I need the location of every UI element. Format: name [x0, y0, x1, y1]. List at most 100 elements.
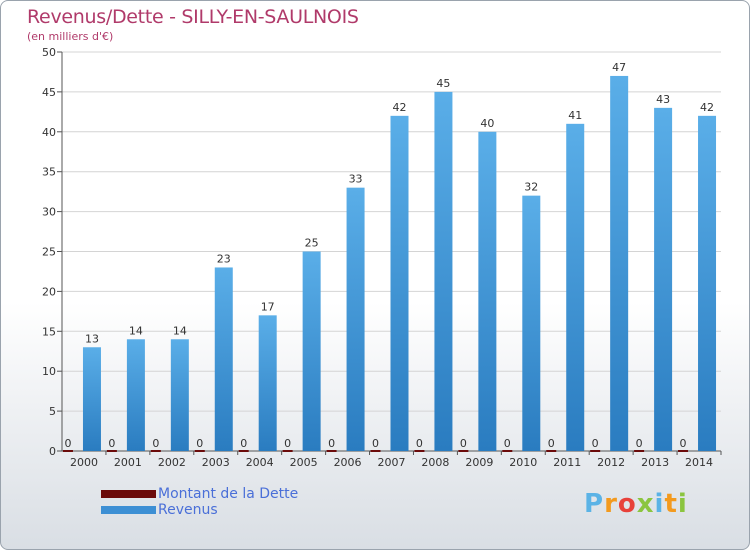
x-tick-label-2005: 2005	[290, 456, 318, 469]
legend-item-revenus: Revenus	[101, 502, 298, 518]
data-label-dette-2000: 0	[64, 437, 71, 450]
x-tick-label-2003: 2003	[202, 456, 230, 469]
data-label-revenus-2001: 14	[129, 324, 143, 337]
bar-dette-2002	[150, 450, 161, 452]
bars	[62, 75, 717, 452]
chart-title: Revenus/Dette - SILLY-EN-SAULNOIS	[27, 6, 359, 28]
y-tick-label-10: 10	[42, 365, 56, 378]
bar-dette-2000	[62, 450, 73, 452]
bar-dette-2010	[502, 450, 513, 452]
data-label-dette-2013: 0	[636, 437, 643, 450]
bar-revenus-2002	[170, 339, 189, 451]
x-tick-label-2000: 2000	[70, 456, 98, 469]
data-label-revenus-2009: 40	[480, 117, 494, 130]
logo-letter: P	[584, 489, 605, 519]
x-tick-label-2014: 2014	[685, 456, 713, 469]
data-label-revenus-2004: 17	[261, 300, 275, 313]
bar-revenus-2011	[566, 123, 585, 451]
x-tick-label-2010: 2010	[509, 456, 537, 469]
logo-letter: o	[617, 489, 637, 519]
data-label-revenus-2007: 42	[393, 101, 407, 114]
data-label-dette-2006: 0	[328, 437, 335, 450]
data-label-dette-2008: 0	[416, 437, 423, 450]
bar-revenus-2007	[390, 115, 409, 451]
data-label-dette-2012: 0	[592, 437, 599, 450]
y-tick-label-5: 5	[49, 405, 56, 418]
x-tick-label-2007: 2007	[378, 456, 406, 469]
bar-dette-2011	[546, 450, 557, 452]
bar-dette-2005	[282, 450, 293, 452]
x-tick-label-2002: 2002	[158, 456, 186, 469]
data-label-dette-2009: 0	[460, 437, 467, 450]
proxiti-logo: Proxiti	[584, 489, 688, 519]
legend-label-revenus: Revenus	[158, 502, 218, 518]
y-tick-label-15: 15	[42, 325, 56, 338]
bar-dette-2009	[458, 450, 469, 452]
bar-revenus-2000	[82, 347, 101, 451]
bar-revenus-2010	[522, 195, 541, 451]
bar-revenus-2004	[258, 315, 277, 451]
y-tick-label-30: 30	[42, 206, 56, 219]
bar-dette-2012	[590, 450, 601, 452]
bar-revenus-2014	[698, 115, 717, 451]
data-label-dette-2003: 0	[196, 437, 203, 450]
legend-swatch-dette	[101, 490, 156, 498]
x-tick-label-2001: 2001	[114, 456, 142, 469]
data-label-revenus-2006: 33	[349, 173, 363, 186]
legend-label-dette: Montant de la Dette	[158, 486, 299, 502]
data-label-revenus-2011: 41	[568, 109, 582, 122]
data-label-dette-2002: 0	[152, 437, 159, 450]
bar-dette-2008	[414, 450, 425, 452]
logo-letter: i	[654, 489, 665, 519]
legend-item-dette: Montant de la Dette	[101, 486, 298, 502]
bar-revenus-2013	[654, 107, 673, 452]
data-label-revenus-2010: 32	[524, 181, 538, 194]
y-tick-label-50: 50	[42, 46, 56, 59]
data-label-revenus-2005: 25	[305, 237, 319, 250]
legend-swatch-revenus	[101, 506, 156, 514]
bar-revenus-2009	[478, 131, 497, 452]
x-tick-label-2009: 2009	[465, 456, 493, 469]
bar-dette-2006	[326, 450, 337, 452]
y-tick-label-35: 35	[42, 166, 56, 179]
y-tick-label-40: 40	[42, 126, 56, 139]
bar-dette-2014	[678, 450, 689, 452]
bar-dette-2001	[106, 450, 117, 452]
bar-revenus-2012	[610, 75, 629, 451]
data-label-dette-2010: 0	[504, 437, 511, 450]
data-label-dette-2001: 0	[108, 437, 115, 450]
bar-revenus-2006	[346, 187, 365, 451]
bar-revenus-2001	[126, 339, 145, 451]
data-label-dette-2005: 0	[284, 437, 291, 450]
x-tick-label-2012: 2012	[597, 456, 625, 469]
y-tick-label-45: 45	[42, 86, 56, 99]
logo-letter: x	[636, 489, 655, 519]
x-tick-label-2004: 2004	[246, 456, 274, 469]
data-label-revenus-2002: 14	[173, 324, 187, 337]
logo-letter: t	[664, 489, 678, 519]
data-label-revenus-2012: 47	[612, 61, 626, 74]
chart-subtitle: (en milliers d'€)	[27, 30, 114, 43]
bar-dette-2003	[194, 450, 205, 452]
y-tick-label-25: 25	[42, 246, 56, 259]
data-label-revenus-2003: 23	[217, 252, 231, 265]
x-tick-label-2006: 2006	[334, 456, 362, 469]
x-tick-label-2013: 2013	[641, 456, 669, 469]
bar-revenus-2005	[302, 251, 321, 451]
bar-dette-2007	[370, 450, 381, 452]
data-label-revenus-2013: 43	[656, 93, 670, 106]
bar-dette-2004	[238, 450, 249, 452]
data-label-dette-2014: 0	[680, 437, 687, 450]
data-label-dette-2004: 0	[240, 437, 247, 450]
data-label-revenus-2000: 13	[85, 332, 99, 345]
bar-dette-2013	[634, 450, 645, 452]
y-tick-label-0: 0	[49, 445, 56, 458]
bar-revenus-2008	[434, 91, 453, 452]
bar-revenus-2003	[214, 267, 233, 451]
logo-letter: r	[604, 489, 618, 519]
data-label-dette-2011: 0	[548, 437, 555, 450]
logo-letter: i	[677, 489, 688, 519]
labels: 0 13 0 14 0 14 0 23 0 17 0 25 0 33 0 42 0 45 0 40 0 32 0 41 0 47 0…	[64, 61, 714, 450]
